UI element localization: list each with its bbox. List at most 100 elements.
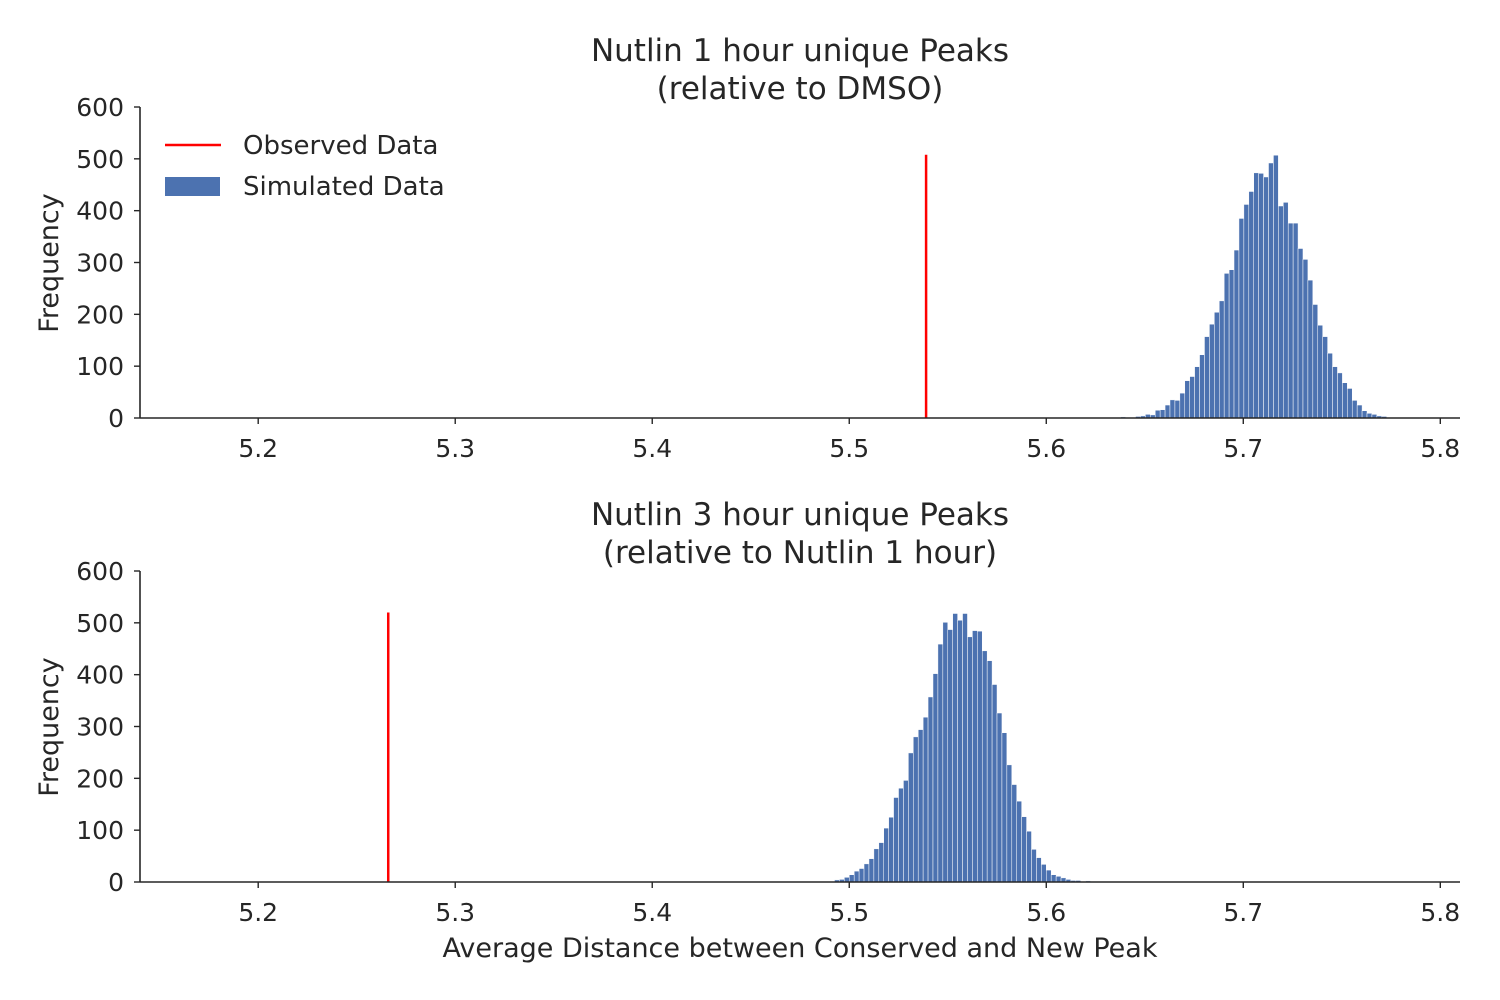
panel-1-histogram-bar — [1253, 172, 1259, 419]
panel-1-x-tick-label: 5.6 — [1026, 434, 1066, 463]
panel-2-y-tick-label: 600 — [76, 557, 124, 586]
panel-1-histogram-bar — [1347, 388, 1353, 419]
panel-1-histogram-bar — [1194, 366, 1200, 419]
panel-2-histogram-bar — [858, 868, 865, 883]
panel-1-histogram-bar — [1214, 312, 1220, 419]
panel-1-histogram-bar — [1273, 154, 1279, 419]
panel-2-x-tick-label: 5.4 — [632, 898, 672, 927]
panel-2-histogram-bar — [863, 863, 870, 883]
panel-2-y-tick-label: 300 — [76, 713, 124, 742]
panel-1-histogram-bar — [1322, 336, 1328, 419]
panel-2-histogram-bar — [1050, 874, 1057, 883]
panel-2-x-tick-label: 5.2 — [238, 898, 278, 927]
panel-2-histogram-bar — [1001, 732, 1008, 883]
panel-1-x-tick-label: 5.8 — [1420, 434, 1460, 463]
panel-2-y-tick-label: 200 — [76, 764, 124, 793]
panel-2-histogram-bar — [972, 630, 978, 883]
panel-2-histogram-bar — [1021, 816, 1027, 883]
panel-2-y-tick-label: 100 — [76, 816, 124, 845]
panel-1-plot-area: 0 100 200 300 400 500 600 5.2 5.3 5.4 5.5 5.6 5.7 5.8 — [76, 93, 1460, 463]
panel-2-histogram-bar — [977, 630, 983, 883]
panel-2-histogram-bar — [903, 780, 909, 883]
panel-1-histogram-bar — [1219, 300, 1225, 419]
panel-1-title-line-1: Nutlin 1 hour unique Peaks — [591, 33, 1009, 69]
panel-1-histogram-bar — [1248, 191, 1254, 419]
panel-1-histogram-bar — [1327, 352, 1333, 419]
panel-2-x-tick-label: 5.8 — [1420, 898, 1460, 927]
panel-1-histogram-bar — [1189, 376, 1195, 419]
panel-1-histogram-bar — [1174, 400, 1181, 419]
panel-1-histogram-bar — [1278, 205, 1284, 419]
panel-2-histogram-bar — [1055, 876, 1062, 883]
panel-1-y-tick-label: 200 — [76, 300, 124, 329]
panel-2-xlabel: Average Distance between Conserved and N… — [443, 933, 1158, 964]
panel-1-histogram-bar — [1317, 324, 1323, 419]
panel-2-x-tick-label: 5.7 — [1223, 898, 1263, 927]
panel-2-histogram-bar — [967, 636, 973, 883]
panel-2-histogram-bar — [878, 842, 884, 883]
panel-2-histogram-bar — [898, 787, 904, 883]
panel-2-histogram-bar — [927, 696, 934, 883]
legend-observed-label: Observed Data — [243, 131, 438, 161]
panel-1-histogram-bar — [1287, 222, 1294, 419]
panel-1-histogram-bar — [1292, 222, 1299, 419]
panel-2-x-tick-label: 5.3 — [435, 898, 475, 927]
panel-1-y-tick-label: 100 — [76, 352, 124, 381]
panel-2-histogram-bar — [1041, 864, 1047, 883]
panel-1-histogram-bar — [1209, 323, 1215, 419]
panel-1-histogram-bar — [1238, 218, 1245, 419]
panel-1-histogram-bar — [1154, 409, 1161, 419]
panel-2-histogram-bar — [991, 684, 998, 883]
panel-2-histogram-bar — [893, 797, 899, 883]
panel-2-plot-area: 0 100 200 300 400 500 600 5.2 5.3 5.4 5.5 5.6 5.7 5.8 — [76, 557, 1460, 927]
panel-1-histogram-bar — [1356, 404, 1363, 419]
panel-2-histogram-bar — [996, 712, 1003, 883]
panel-2-histogram-bar — [981, 650, 988, 883]
panel-1-y-tick-label: 400 — [76, 197, 124, 226]
panel-1-histogram-bar — [1332, 366, 1338, 419]
panel-1-histogram-bar — [1342, 382, 1348, 419]
panel-2-histogram-bar — [917, 729, 924, 883]
panel-2-histogram-bar — [908, 752, 914, 883]
panel-2-histogram-bar — [849, 874, 855, 883]
panel-2-histogram-bar — [1036, 857, 1042, 883]
panel-2-x-tick-label: 5.6 — [1026, 898, 1066, 927]
panel-1-x-tick-label: 5.5 — [829, 434, 869, 463]
panel-2-histogram-bar — [937, 643, 944, 883]
panel-2-histogram-bar — [1016, 800, 1022, 883]
panel-1-histogram-bar — [1263, 176, 1269, 419]
panel-1-histogram-bar — [1243, 204, 1250, 419]
panel-1-histogram-bar — [1283, 202, 1289, 419]
panel-1-histogram-bar — [1297, 248, 1304, 419]
panel-1-histogram-bar — [1204, 336, 1210, 419]
panel-2-histogram-bar — [853, 870, 860, 883]
panel-2-y-tick-label: 0 — [108, 868, 124, 897]
panel-1-x-tick-label: 5.3 — [435, 434, 475, 463]
panel-2-y-tick-label: 500 — [76, 609, 124, 638]
panel-1-histogram-bar — [1169, 399, 1176, 419]
legend-simulated-swatch — [165, 177, 220, 196]
panel-1-histogram-bar — [1164, 404, 1171, 419]
panel-2-histogram-bar — [1026, 830, 1032, 883]
panel-2-histogram-bar — [962, 613, 968, 883]
panel-1-histogram-bar — [1268, 162, 1274, 419]
panel-2-histogram-bar — [957, 619, 963, 883]
panel-1-histogram-bar — [1233, 249, 1240, 419]
panel-1-histogram-bar — [1302, 259, 1309, 419]
panel-1-x-tick-label: 5.7 — [1223, 434, 1263, 463]
panel-nutlin-1-hour: Nutlin 1 hour unique Peaks (relative to … — [34, 33, 1460, 463]
panel-1-y-tick-label: 300 — [76, 249, 124, 278]
panel-1-histogram-bar — [1307, 279, 1314, 419]
panel-2-y-tick-label: 400 — [76, 661, 124, 690]
panel-1-y-tick-label: 600 — [76, 93, 124, 122]
panel-1-histogram-bar — [1361, 410, 1368, 419]
panel-1-title-line-2: (relative to DMSO) — [657, 71, 944, 107]
panel-1-histogram-bar — [1228, 269, 1235, 419]
panel-2-histogram-bar — [947, 629, 953, 883]
panel-2-histogram-bar — [868, 858, 875, 883]
panel-2-title-line-2: (relative to Nutlin 1 hour) — [603, 535, 997, 571]
panel-2-histogram-bar — [1006, 764, 1013, 883]
panel-1-ylabel: Frequency — [34, 193, 65, 333]
panel-2-histogram-bar — [888, 816, 894, 883]
panel-2-histogram-bar — [922, 716, 929, 883]
